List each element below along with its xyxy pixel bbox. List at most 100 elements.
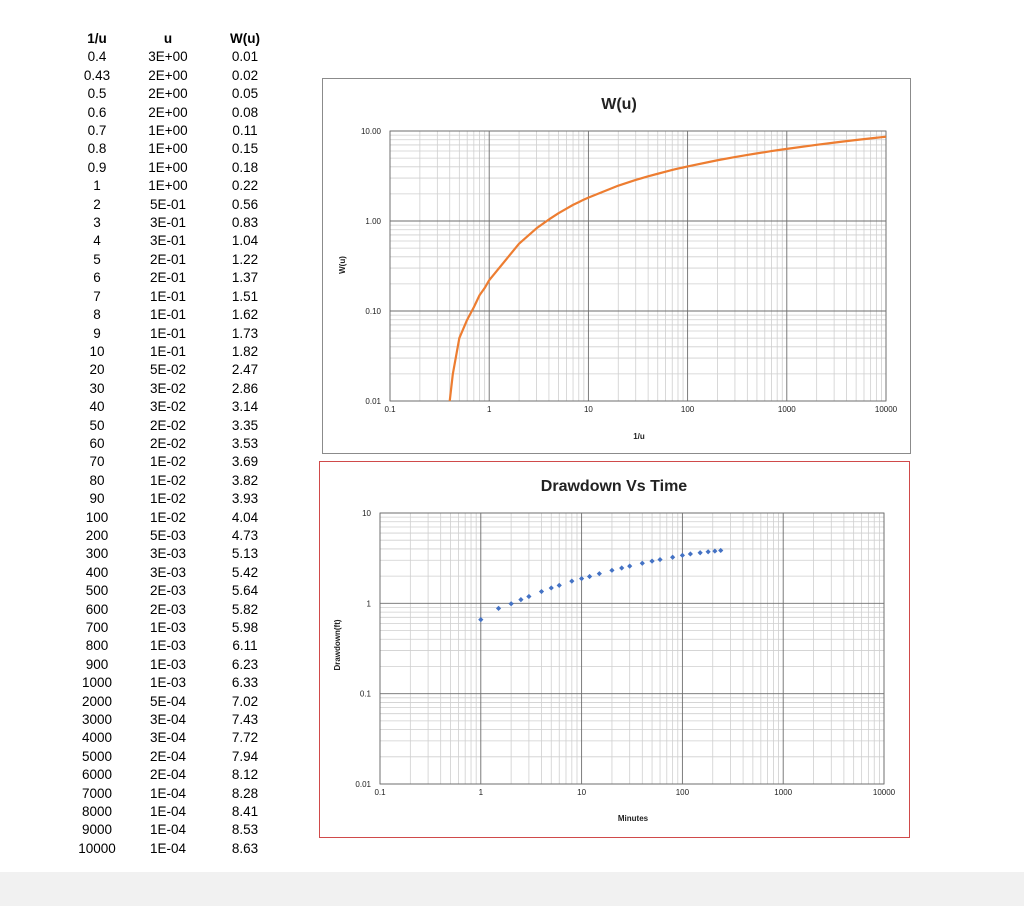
table-cell: 3E-03 — [149, 546, 187, 562]
table-row: 5000 2E-04 7.94 — [68, 748, 280, 766]
table-cell: 1.73 — [231, 325, 259, 341]
table-cell: 1E-01 — [149, 288, 187, 304]
table-cell: 2 — [93, 196, 101, 212]
drawdown-chart-y-tick-label: 10 — [362, 509, 371, 518]
table-cell: 2E-02 — [149, 417, 187, 433]
wu-chart-y-tick-label: 10.00 — [361, 127, 382, 136]
table-cell: 8.41 — [231, 804, 259, 820]
table-cell: 6.11 — [232, 638, 258, 654]
drawdown-chart-data-point — [627, 563, 633, 569]
table-cell: 5E-02 — [149, 362, 187, 378]
drawdown-chart-y-tick-label: 0.01 — [355, 780, 371, 789]
table-cell: 5E-01 — [149, 196, 187, 212]
table-row: 10 1E-01 1.82 — [68, 343, 280, 361]
table-cell: 2E-01 — [149, 270, 187, 286]
table-cell: 3E-04 — [149, 712, 187, 728]
table-cell: 5.82 — [231, 601, 259, 617]
table-cell: 1.62 — [231, 307, 259, 323]
table-row: 2000 5E-04 7.02 — [68, 693, 280, 711]
drawdown-chart-data-point — [596, 571, 602, 577]
table-cell: 3E-02 — [149, 380, 187, 396]
table-cell: 0.5 — [87, 86, 107, 102]
wu-chart: W(u) 0.1 1 10 100 1000 10000 0.01 0.10 1.00 10.0… — [322, 78, 911, 454]
drawdown-chart-data-point — [705, 549, 711, 555]
table-cell: 0.08 — [231, 104, 259, 120]
table-row: 70 1E-02 3.69 — [68, 453, 280, 471]
table-cell: 4 — [93, 233, 101, 249]
table-cell: 1E-01 — [149, 325, 187, 341]
table-cell: 3 — [93, 215, 101, 231]
drawdown-chart-data-point — [679, 552, 685, 558]
table-row: 80 1E-02 3.82 — [68, 472, 280, 490]
wu-chart-x-tick-label: 1 — [487, 405, 492, 414]
table-cell: 0.43 — [83, 67, 111, 83]
table-cell: 900 — [85, 656, 109, 672]
table-cell: 10000 — [78, 840, 116, 856]
table-cell: 3E-01 — [149, 215, 187, 231]
table-row: 20 5E-02 2.47 — [68, 361, 280, 379]
table-header-row: 1/u u W(u) — [68, 30, 280, 48]
table-row: 6 2E-01 1.37 — [68, 269, 280, 287]
table-cell: 1E+00 — [148, 159, 188, 175]
drawdown-chart-data-point — [712, 548, 718, 554]
plot-area-border — [389, 130, 887, 402]
table-cell: 3E-01 — [149, 233, 187, 249]
table-cell: 7000 — [81, 785, 113, 801]
table-cell: 8.53 — [231, 822, 259, 838]
table-cell: 0.6 — [87, 104, 107, 120]
table-row: 7000 1E-04 8.28 — [68, 785, 280, 803]
table-row: 0.5 2E+00 0.05 — [68, 85, 280, 103]
table-row: 30 3E-02 2.86 — [68, 380, 280, 398]
drawdown-chart-data-point — [670, 554, 676, 560]
table-cell: 1E-04 — [149, 785, 187, 801]
table-row: 6000 2E-04 8.12 — [68, 766, 280, 784]
table-row: 700 1E-03 5.98 — [68, 619, 280, 637]
table-row: 5 2E-01 1.22 — [68, 251, 280, 269]
table-cell: 600 — [85, 601, 109, 617]
table-cell: 5 — [93, 251, 101, 267]
table-row: 2 5E-01 0.56 — [68, 196, 280, 214]
wu-chart-x-ticks: 0.1 1 10 100 1000 10000 — [384, 405, 897, 414]
table-row: 0.7 1E+00 0.11 — [68, 122, 280, 140]
table-cell: 2E-02 — [149, 435, 187, 451]
table-cell: 0.11 — [232, 123, 258, 139]
drawdown-chart-svg: Drawdown Vs Time 0.1 1 10 100 1000 10000 0.01… — [333, 478, 896, 823]
column-header: u — [163, 31, 173, 46]
table-cell: 0.7 — [87, 123, 107, 139]
table-cell: 5E-04 — [149, 693, 187, 709]
table-cell: 1E-03 — [149, 675, 187, 691]
table-cell: 7.72 — [231, 730, 259, 746]
table-cell: 2000 — [81, 693, 113, 709]
table-cell: 1.51 — [231, 288, 259, 304]
wu-chart-x-tick-label: 10 — [584, 405, 593, 414]
table-row: 800 1E-03 6.11 — [68, 637, 280, 655]
table-cell: 3.69 — [231, 454, 259, 470]
table-row: 0.43 2E+00 0.02 — [68, 67, 280, 85]
table-row: 9000 1E-04 8.53 — [68, 821, 280, 839]
drawdown-chart-x-tick-label: 1000 — [774, 788, 792, 797]
table-cell: 1E-02 — [149, 472, 187, 488]
table-cell: 5.98 — [231, 620, 259, 635]
table-row: 3 3E-01 0.83 — [68, 214, 280, 232]
table-row: 40 3E-02 3.14 — [68, 398, 280, 416]
table-cell: 3.82 — [231, 472, 259, 488]
table-body: 0.4 3E+00 0.01 0.43 2E+00 0.02 0.5 2E+00 0.05 0.6… — [68, 48, 280, 858]
table-cell: 500 — [85, 583, 109, 599]
table-cell: 1E+00 — [148, 123, 188, 139]
table-cell: 8.63 — [231, 840, 259, 856]
drawdown-chart-data-point — [556, 582, 562, 588]
table-row: 400 3E-03 5.42 — [68, 564, 280, 582]
table-row: 7 1E-01 1.51 — [68, 288, 280, 306]
table-cell: 2E-01 — [149, 251, 187, 267]
drawdown-chart-data-point — [538, 588, 545, 595]
table-cell: 0.15 — [231, 141, 259, 157]
wu-chart-x-tick-label: 100 — [681, 405, 695, 414]
drawdown-chart-x-axis-label: Minutes — [618, 814, 649, 823]
drawdown-chart-title: Drawdown Vs Time — [541, 478, 688, 495]
table-cell: 1E-02 — [149, 491, 187, 507]
table-cell: 1.82 — [231, 343, 259, 359]
table-cell: 800 — [85, 638, 109, 654]
table-cell: 7.02 — [231, 693, 259, 709]
table-cell: 2E-04 — [149, 748, 187, 764]
table-cell: 2E-04 — [149, 767, 187, 783]
